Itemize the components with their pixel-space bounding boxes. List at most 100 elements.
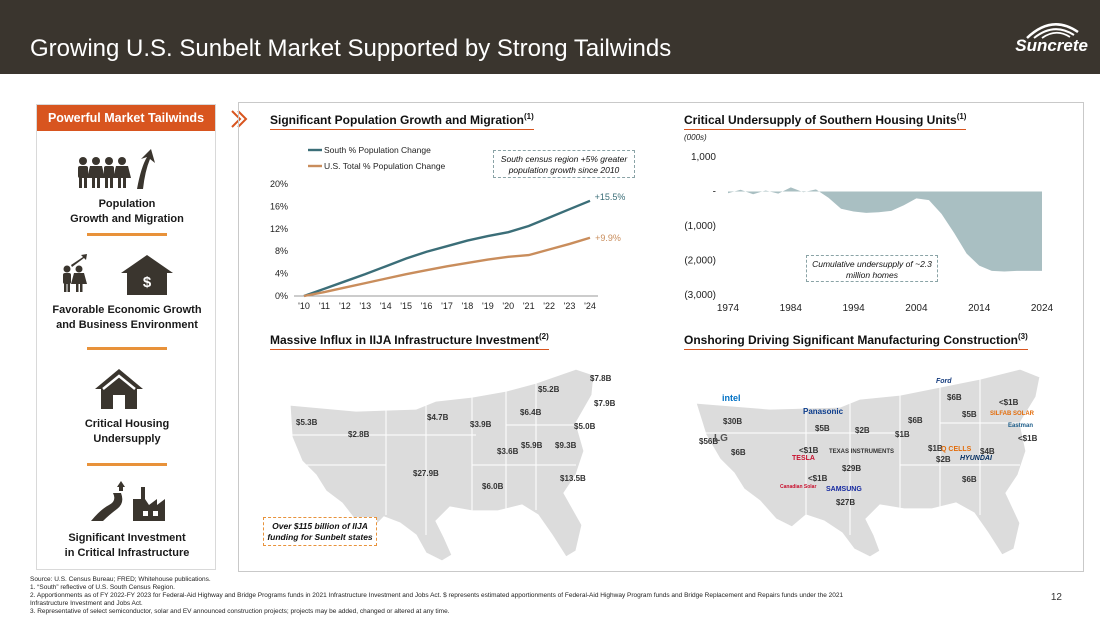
project-value-label: $2B xyxy=(855,426,870,435)
x-tick-label: 1984 xyxy=(780,303,803,314)
source-line: Source: U.S. Census Bureau; FRED; Whiteh… xyxy=(30,576,211,583)
state-value-label: $7.9B xyxy=(594,399,616,408)
project-value-label: $1B xyxy=(895,430,910,439)
housing-callout: Cumulative undersupply of ~2.3 million h… xyxy=(806,255,938,282)
x-tick-label: '10 xyxy=(298,301,310,311)
house-icon xyxy=(95,369,143,409)
x-tick-label: '22 xyxy=(543,301,555,311)
content-panel xyxy=(238,102,1084,572)
state-value-label: $27.9B xyxy=(413,469,439,478)
onshoring-title: Onshoring Driving Significant Manufactur… xyxy=(684,332,1028,350)
project-value-label: <$1B xyxy=(808,474,828,483)
housing-chart-title: Critical Undersupply of Southern Housing… xyxy=(684,112,967,130)
y-tick-label: - xyxy=(713,187,716,198)
population-chart-title: Significant Population Growth and Migrat… xyxy=(270,112,534,130)
tailwinds-sidebar: Powerful Market Tailwinds Population Gro… xyxy=(36,104,216,570)
sidebar-item-label: Population xyxy=(98,198,156,210)
x-tick-label: '16 xyxy=(421,301,433,311)
sidebar-item-label: Critical Housing xyxy=(84,418,170,430)
sidebar-item-population: Population Growth and Migration xyxy=(37,197,217,227)
footnote: 1. “South” reflective of U.S. South Cens… xyxy=(30,584,175,591)
page-title: Growing U.S. Sunbelt Market Supported by… xyxy=(30,35,672,62)
housing-area-chart: 1,000 - (1,000) (2,000) (3,000)1974 1984 1994 2… xyxy=(684,152,1054,314)
x-tick-label: 2014 xyxy=(968,303,991,314)
divider xyxy=(87,463,167,466)
page-number: 12 xyxy=(1050,592,1062,603)
y-tick-label: 20% xyxy=(270,179,288,189)
sidebar-item-label: Significant Investment xyxy=(68,532,186,544)
sidebar-heading: Powerful Market Tailwinds xyxy=(37,105,215,131)
state-value-label: $2.8B xyxy=(348,430,370,439)
project-value-label: <$1B xyxy=(1018,434,1038,443)
housing-unit-label: (000s) xyxy=(684,133,707,142)
company-logo-label: Ford xyxy=(936,378,952,385)
company-logo: Suncrete xyxy=(996,18,1088,58)
x-tick-label: '15 xyxy=(400,301,412,311)
sidebar-item-label: Growth and Migration xyxy=(70,213,184,225)
project-value-label: $30B xyxy=(723,417,743,426)
company-logo-label: SILFAB SOLAR xyxy=(990,411,1035,417)
state-value-label: $13.5B xyxy=(560,474,586,483)
x-tick-label: '19 xyxy=(482,301,494,311)
y-tick-label: 0% xyxy=(275,291,288,301)
y-tick-label: (1,000) xyxy=(684,221,716,232)
x-tick-label: '21 xyxy=(523,301,535,311)
legend-label: South % Population Change xyxy=(324,145,431,155)
state-value-label: $5.3B xyxy=(296,418,318,427)
legend-label: U.S. Total % Population Change xyxy=(324,161,446,171)
company-logo-label: LG xyxy=(714,433,728,444)
state-value-label: $4.7B xyxy=(427,413,449,422)
company-logo-label: Panasonic xyxy=(803,407,844,416)
company-logo-label: Q CELLS xyxy=(941,446,972,453)
x-tick-label: '20 xyxy=(502,301,514,311)
company-logo-label: TEXAS INSTRUMENTS xyxy=(829,449,895,455)
footnote: 2. Apportionments as of FY 2022-FY 2023 … xyxy=(30,592,844,599)
project-value-label: $5B xyxy=(815,424,830,433)
undersupply-area xyxy=(728,187,1042,272)
project-value-label: <$1B xyxy=(999,398,1019,407)
project-value-label: $6B xyxy=(908,416,923,425)
series-line-1 xyxy=(303,199,591,298)
state-value-label: $9.3B xyxy=(555,441,577,450)
company-logo-label: Canadian Solar xyxy=(780,484,817,490)
x-tick-label: 1994 xyxy=(842,303,865,314)
project-value-label: $6B xyxy=(731,448,746,457)
x-tick-label: '12 xyxy=(339,301,351,311)
sidebar-item-housing: Critical Housing Undersupply xyxy=(37,417,217,447)
footnote: Infrastructure Investment and Jobs Act. xyxy=(30,600,143,607)
sidebar-item-label: and Business Environment xyxy=(56,319,198,331)
sidebar-item-label: Undersupply xyxy=(93,433,161,445)
project-value-label: $6B xyxy=(962,475,977,484)
y-tick-label: 1,000 xyxy=(691,152,716,163)
series-line-2 xyxy=(303,236,591,298)
sidebar-item-economic: Favorable Economic Growth and Business E… xyxy=(37,303,217,333)
us-south-map-iija xyxy=(289,368,595,562)
x-tick-label: '23 xyxy=(564,301,576,311)
project-value-label: $56B xyxy=(699,437,719,446)
infrastructure-icon xyxy=(91,481,165,521)
divider xyxy=(87,233,167,236)
x-tick-label: 2024 xyxy=(1031,303,1054,314)
project-value-label: $1B xyxy=(928,444,943,453)
state-value-label: $5.2B xyxy=(538,385,560,394)
sidebar-item-label: Favorable Economic Growth xyxy=(52,304,202,316)
y-tick-label: (2,000) xyxy=(684,256,716,267)
state-value-label: $6.4B xyxy=(520,408,542,417)
x-tick-label: '14 xyxy=(380,301,392,311)
company-logo-label: TESLA xyxy=(792,455,815,462)
x-tick-label: '17 xyxy=(441,301,453,311)
iija-title: Massive Influx in IIJA Infrastructure In… xyxy=(270,332,549,350)
y-tick-label: 4% xyxy=(275,269,288,279)
x-tick-label: '11 xyxy=(319,301,330,311)
project-value-label: $5B xyxy=(962,410,977,419)
x-tick-label: '13 xyxy=(359,301,371,311)
project-value-label: $2B xyxy=(936,455,951,464)
project-value-label: $27B xyxy=(836,498,856,507)
project-value-label: $29B xyxy=(842,464,862,473)
x-tick-label: '24 xyxy=(584,301,596,311)
footnotes: Source: U.S. Census Bureau; FRED; Whiteh… xyxy=(30,576,880,616)
y-tick-label: 8% xyxy=(275,246,288,256)
x-tick-label: '18 xyxy=(462,301,474,311)
sun-icon xyxy=(1026,23,1079,39)
population-line-chart: 0% 4% 8% 12% 16% 20% '10 '11 '12 '13 '14 '15 '16 '17 '… xyxy=(270,145,625,311)
